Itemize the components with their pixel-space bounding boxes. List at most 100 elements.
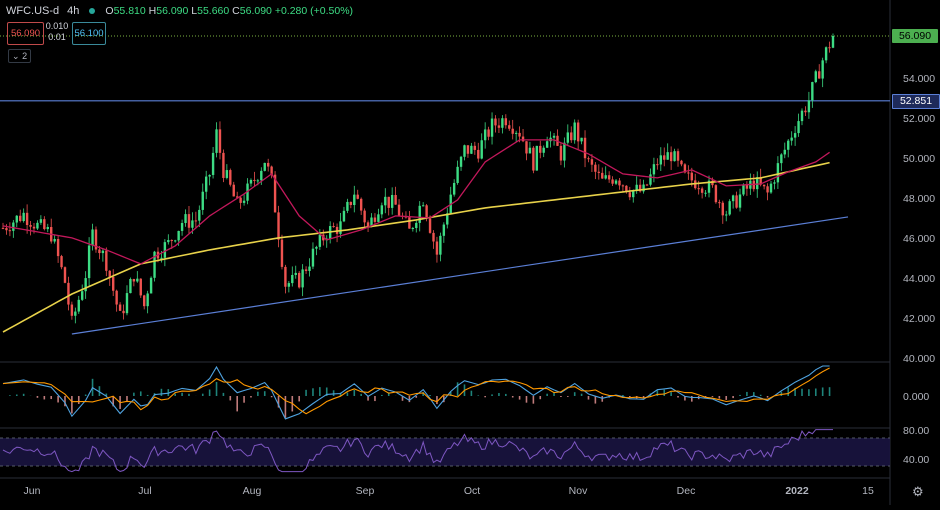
candle-body xyxy=(63,267,67,283)
macd-zero-label: 0.000 xyxy=(903,391,929,403)
macd-line xyxy=(2,365,830,420)
candle-body xyxy=(463,145,466,157)
settings-gear-icon[interactable]: ⚙ xyxy=(912,484,924,499)
candle-body xyxy=(12,222,15,231)
ohlc-readout: O55.810 H56.090 L55.660 C56.090 +0.280 (… xyxy=(105,5,353,17)
change-value: +0.280 (+0.50%) xyxy=(274,5,354,17)
candle-body xyxy=(273,174,277,213)
candle-body xyxy=(408,217,411,229)
candle-body xyxy=(587,158,590,160)
low-value: 55.660 xyxy=(197,5,230,17)
candle-body xyxy=(442,224,446,236)
candle-body xyxy=(363,210,366,223)
candle-body xyxy=(380,205,384,215)
candle-body xyxy=(659,155,663,165)
candle-body xyxy=(287,283,291,287)
candle-body xyxy=(635,184,638,191)
buy-button[interactable]: 56.100 xyxy=(72,22,106,45)
candle-body xyxy=(318,234,322,247)
candle-body xyxy=(36,222,39,229)
candle-body xyxy=(721,202,724,216)
candle-body xyxy=(666,152,669,160)
high-label: H xyxy=(148,5,157,17)
price-tick-label: 50.000 xyxy=(903,153,935,165)
open-value: 55.810 xyxy=(113,5,146,17)
high-value: 56.090 xyxy=(156,5,189,17)
candle-body xyxy=(800,110,804,122)
spread-display: 0.010 0.01 xyxy=(44,20,70,45)
candle-body xyxy=(542,147,545,153)
candle-body xyxy=(735,195,738,208)
candle-body xyxy=(487,129,490,137)
candle-body xyxy=(81,291,84,300)
candle-body xyxy=(359,198,363,211)
chevron-down-icon: ⌄ xyxy=(12,51,20,61)
candle-body xyxy=(790,137,793,141)
candle-body xyxy=(105,250,108,271)
candle-body xyxy=(452,182,456,195)
candle-body xyxy=(239,197,242,203)
close-label: C xyxy=(232,5,240,17)
timeframe-label[interactable]: 4h xyxy=(67,5,80,17)
horizontal-level-tag[interactable]: 52.851 xyxy=(892,94,940,109)
candle-body xyxy=(29,225,32,227)
candle-body xyxy=(628,192,632,198)
time-axis-label: Jun xyxy=(24,485,41,497)
candle-body xyxy=(814,71,817,83)
candle-body xyxy=(377,214,380,222)
candle-body xyxy=(173,240,177,242)
candle-body xyxy=(346,201,349,211)
candle-body xyxy=(539,145,542,153)
candle-body xyxy=(618,180,621,186)
candle-body xyxy=(235,196,239,198)
symbol-name[interactable]: WFC.US-d xyxy=(6,5,60,17)
candle-body xyxy=(242,200,246,203)
candle-body xyxy=(108,270,111,278)
indicators-collapse-button[interactable]: ⌄ 2 xyxy=(8,49,32,63)
candle-body xyxy=(43,219,46,230)
candle-body xyxy=(518,132,521,137)
candle-body xyxy=(811,82,814,101)
candle-body xyxy=(122,310,125,314)
macd-signal-line xyxy=(2,367,830,415)
candle-body xyxy=(308,266,311,271)
candle-body xyxy=(304,269,308,271)
candle-body xyxy=(339,221,342,234)
candle-body xyxy=(742,184,745,195)
candle-body xyxy=(621,185,625,187)
candle-body xyxy=(745,184,749,189)
candle-body xyxy=(139,278,142,296)
candle-body xyxy=(229,170,232,185)
candle-body xyxy=(373,217,377,222)
candle-body xyxy=(828,47,831,49)
candle-body xyxy=(129,279,132,294)
time-axis-label: Dec xyxy=(677,485,696,497)
candle-body xyxy=(143,295,146,307)
candle-body xyxy=(208,174,211,177)
candle-body xyxy=(146,293,149,307)
candle-body xyxy=(756,177,759,190)
price-tick-label: 54.000 xyxy=(903,73,935,85)
candle-body xyxy=(470,145,473,154)
candle-body xyxy=(473,145,477,150)
candle-body xyxy=(253,179,256,181)
current-price-tag: 56.090 xyxy=(892,29,938,43)
candle-body xyxy=(77,299,80,312)
close-value: 56.090 xyxy=(239,5,272,17)
sell-button[interactable]: 56.090 xyxy=(7,22,44,45)
candle-body xyxy=(793,133,797,138)
candle-body xyxy=(597,171,601,173)
candle-body xyxy=(315,246,318,249)
market-status-icon xyxy=(89,8,96,14)
candle-body xyxy=(532,147,535,171)
candle-body xyxy=(459,156,463,167)
candle-body xyxy=(787,140,790,150)
candle-body xyxy=(301,269,304,288)
candle-body xyxy=(87,245,91,279)
price-tick-label: 40.000 xyxy=(903,353,935,365)
candle-body xyxy=(483,129,487,141)
candle-body xyxy=(501,118,504,128)
candle-body xyxy=(604,175,607,179)
